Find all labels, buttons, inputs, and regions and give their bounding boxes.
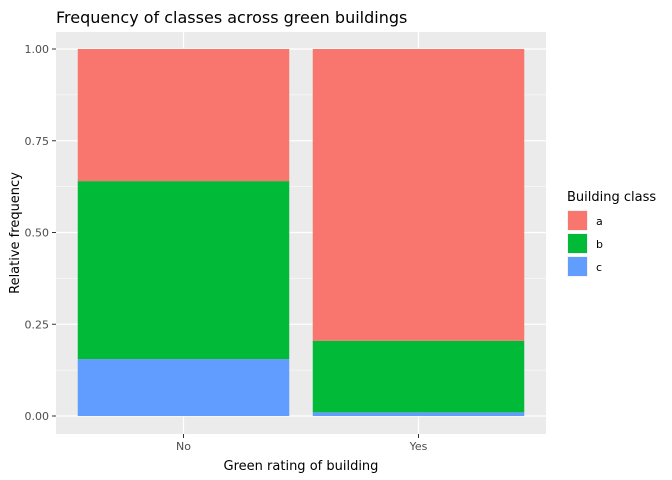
y-tick-label: 0.75 bbox=[25, 135, 50, 148]
legend-key-a bbox=[568, 211, 587, 230]
x-tick-label: No bbox=[176, 440, 191, 453]
legend-label-a: a bbox=[596, 215, 603, 228]
bar-yes-c bbox=[312, 412, 525, 416]
legend: Building class abc bbox=[567, 190, 656, 277]
x-tick-label: Yes bbox=[409, 440, 428, 453]
x-axis-title: Green rating of building bbox=[224, 459, 379, 474]
y-tick-label: 0.25 bbox=[25, 318, 50, 331]
legend-title: Building class bbox=[567, 190, 656, 205]
legend-label-c: c bbox=[596, 261, 602, 274]
bar-yes-b bbox=[312, 340, 525, 413]
y-axis-title: Relative frequency bbox=[8, 172, 23, 294]
chart-title: Frequency of classes across green buildi… bbox=[56, 8, 407, 27]
y-tick-label: 1.00 bbox=[25, 43, 50, 56]
y-tick-label: 0.50 bbox=[25, 227, 50, 240]
bar-no-b bbox=[77, 181, 290, 360]
legend-key-c bbox=[568, 257, 587, 276]
bar-no-a bbox=[77, 49, 290, 182]
y-axis: 0.00 0.25 0.50 0.75 1.00 bbox=[25, 43, 56, 423]
bar-no-c bbox=[77, 359, 290, 416]
bars-layer bbox=[77, 49, 525, 416]
legend-key-b bbox=[568, 234, 587, 253]
y-tick-label: 0.00 bbox=[25, 410, 50, 423]
x-axis: No Yes bbox=[176, 434, 428, 453]
bar-yes-a bbox=[312, 49, 525, 341]
legend-label-b: b bbox=[596, 238, 603, 251]
